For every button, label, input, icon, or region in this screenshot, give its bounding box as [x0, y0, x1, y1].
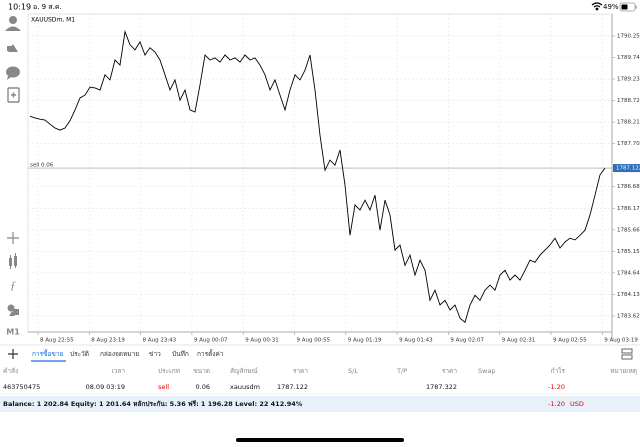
y-tick-label: 1785.660	[617, 227, 640, 233]
column-header: เวลา	[111, 367, 125, 375]
column-header: กำไร	[551, 367, 566, 375]
y-tick-label: 1789.230	[617, 77, 640, 83]
timeframe-button[interactable]: M1	[6, 328, 20, 337]
tab[interactable]: บันทึก	[172, 350, 189, 358]
layout-icon[interactable]	[621, 348, 633, 360]
y-tick-label: 1785.150	[617, 249, 640, 255]
y-tick-label: 1784.640	[617, 270, 640, 276]
x-tick-label: 9 Aug 03:19	[604, 338, 638, 344]
chat-icon[interactable]	[6, 66, 20, 81]
wifi-icon	[591, 2, 603, 11]
trade-table: คำสั่ง เวลา ประเภท ขนาด สัญลักษณ์ ราคา S/L T/P ร…	[0, 366, 640, 395]
cell-type: sell	[158, 383, 169, 391]
last-price-label: 1787.122	[616, 166, 640, 172]
objects-icon[interactable]	[7, 304, 20, 317]
x-tick-label: 8 Aug 23:19	[91, 338, 125, 344]
x-tick-label: 8 Aug 22:55	[40, 338, 74, 344]
column-header: สัญลักษณ์	[230, 367, 258, 375]
indicators-icon[interactable]	[9, 253, 17, 269]
x-tick-label: 9 Aug 01:19	[348, 338, 382, 344]
x-tick-label: 9 Aug 02:07	[450, 338, 484, 344]
tab[interactable]: การตั้งค่า	[197, 349, 224, 358]
tab-bar: การซื้อขาย ประวัติ กล่องจดหมาย ข่าว บันทึก กา…	[31, 349, 224, 362]
cell-current-price: 1787.322	[426, 383, 457, 391]
y-tick-label: 1784.130	[617, 292, 640, 298]
chart-frame	[27, 13, 613, 333]
summary-text: Balance: 1 202.84 Equity: 1 201.64 หลักป…	[3, 400, 303, 408]
tab[interactable]: ข่าว	[149, 350, 161, 358]
y-tick-label: 1787.700	[617, 141, 640, 147]
tab[interactable]: ประวัติ	[70, 350, 89, 358]
price-line	[29, 29, 606, 324]
column-header: S/L	[348, 367, 358, 375]
tab[interactable]: กล่องจดหมาย	[100, 350, 139, 358]
crosshair-icon[interactable]	[7, 232, 19, 244]
column-header: Swap	[478, 367, 496, 375]
function-icon[interactable]: ƒ	[10, 278, 16, 292]
cell-symbol: xauusdm	[230, 383, 260, 391]
x-tick-label: 9 Aug 01:43	[399, 338, 433, 344]
battery-percent: 49%	[603, 3, 619, 11]
chart-layer: 1790.250 1789.740 1789.230 1788.720 1788.210…	[28, 14, 640, 344]
x-tick-label: 9 Aug 02:31	[502, 338, 536, 344]
x-tick-label: 9 Aug 00:31	[245, 338, 279, 344]
new-order-icon[interactable]	[7, 87, 20, 103]
y-tick-label: 1790.250	[617, 33, 640, 39]
y-tick-label: 1783.620	[617, 313, 640, 319]
column-header: ราคา	[442, 367, 457, 375]
battery-icon	[619, 2, 637, 12]
home-indicator	[236, 438, 404, 442]
cell-order: 463750475	[3, 383, 40, 391]
tab[interactable]: การซื้อขาย	[32, 349, 63, 358]
column-header: หมายเหตุ	[610, 367, 637, 375]
x-tick-label: 9 Aug 00:07	[194, 338, 228, 344]
column-header: ราคา	[293, 367, 308, 375]
x-tick-label: 9 Aug 00:55	[297, 338, 331, 344]
status-time: 10:19	[8, 3, 31, 12]
summary-bar	[0, 396, 640, 412]
left-toolbar: ƒ M1	[5, 16, 21, 337]
x-tick-label: 9 Aug 02:55	[553, 338, 587, 344]
y-tick-label: 1788.210	[617, 120, 640, 126]
trade-icon[interactable]	[7, 44, 18, 52]
add-button[interactable]	[8, 349, 18, 359]
status-date: อ. 9 ส.ค.	[33, 3, 62, 11]
summary-currency: USD	[570, 400, 584, 408]
x-tick-label: 8 Aug 23:43	[143, 338, 177, 344]
account-icon[interactable]	[5, 16, 21, 31]
column-header: คำสั่ง	[3, 366, 18, 375]
cell-time: 08.09 03:19	[86, 383, 125, 391]
cell-profit: -1.20	[548, 383, 565, 391]
y-tick-label: 1788.720	[617, 98, 640, 104]
column-header: ขนาด	[193, 367, 210, 375]
summary-profit: -1.20	[548, 400, 565, 408]
column-header: ประเภท	[158, 367, 180, 375]
cell-volume: 0.06	[196, 383, 210, 391]
last-price-box	[613, 164, 640, 173]
column-header: T/P	[396, 367, 407, 375]
chart-title: XAUUSDm, M1	[31, 17, 75, 24]
y-tick-label: 1786.170	[617, 206, 640, 212]
cell-price: 1787.122	[277, 383, 308, 391]
order-line-label: sell 0.06	[30, 163, 54, 169]
y-tick-label: 1789.740	[617, 55, 640, 61]
y-tick-label: 1786.680	[617, 184, 640, 190]
